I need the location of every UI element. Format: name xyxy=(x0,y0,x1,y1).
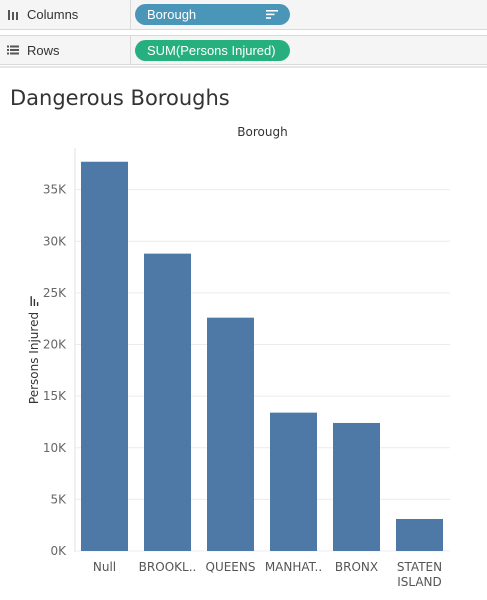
x-tick-label: ISLAND xyxy=(397,575,442,589)
bar[interactable] xyxy=(333,423,380,551)
bar[interactable] xyxy=(270,413,317,551)
bar[interactable] xyxy=(144,254,191,551)
x-tick-label: BRONX xyxy=(335,560,378,574)
y-tick-label: 10K xyxy=(43,441,67,455)
bar[interactable] xyxy=(81,162,128,551)
y-tick-label: 5K xyxy=(50,492,67,506)
sort-indicator-icon[interactable] xyxy=(30,296,39,306)
y-tick-label: 20K xyxy=(43,338,67,352)
x-tick-label: STATEN xyxy=(397,560,442,574)
y-axis-title-text: Persons Injured xyxy=(27,312,41,404)
x-tick-label: Null xyxy=(93,560,116,574)
x-tick-label: MANHAT.. xyxy=(265,560,322,574)
y-tick-label: 35K xyxy=(43,183,67,197)
y-tick-label: 25K xyxy=(43,286,67,300)
bar[interactable] xyxy=(207,318,254,551)
y-tick-label: 30K xyxy=(43,234,67,248)
bar[interactable] xyxy=(396,519,443,551)
x-tick-label: BROOKL.. xyxy=(139,560,197,574)
y-tick-label: 15K xyxy=(43,389,67,403)
x-tick-label: QUEENS xyxy=(206,560,256,574)
y-tick-label: 0K xyxy=(50,544,67,558)
y-axis-title: Persons Injured xyxy=(27,296,41,404)
